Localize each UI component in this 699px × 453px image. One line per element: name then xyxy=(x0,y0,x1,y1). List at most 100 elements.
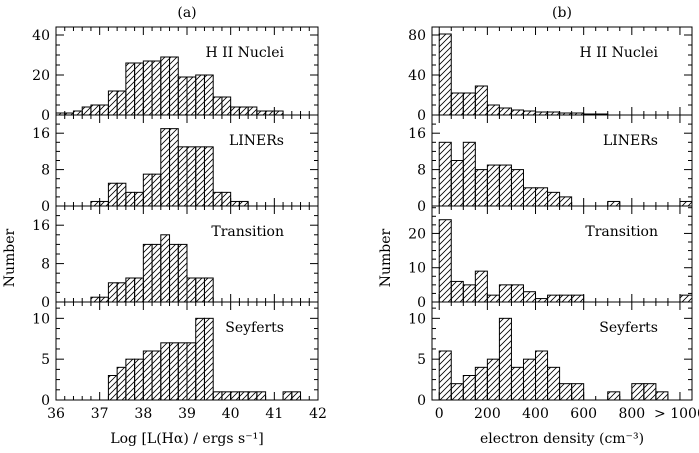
y-tick-label: 0 xyxy=(417,393,426,409)
histogram-bar xyxy=(134,62,144,116)
histogram-bar xyxy=(212,391,223,401)
histogram-bar xyxy=(559,383,573,401)
histogram-bar xyxy=(559,196,573,207)
histogram-bar xyxy=(498,317,512,401)
histogram-bar xyxy=(559,294,573,303)
histogram-bar xyxy=(116,366,127,401)
y-tick-label: 5 xyxy=(41,352,50,368)
histogram-bar xyxy=(498,284,512,303)
x-tick-label: 0 xyxy=(435,406,444,422)
subplot-label: Transition xyxy=(211,224,284,240)
subplot-b-transition: 0 10 20 Transition xyxy=(408,205,693,311)
histogram-bar xyxy=(151,173,162,207)
histogram-bar xyxy=(186,76,197,116)
histogram-bar xyxy=(474,169,488,207)
subplot-label: LINERs xyxy=(603,133,658,149)
histogram-bar xyxy=(256,110,267,116)
histogram-bar xyxy=(221,191,232,207)
histogram-bar xyxy=(510,366,524,401)
y-axis-label: Number xyxy=(378,228,394,287)
histogram-bar xyxy=(230,200,240,207)
subplot-b-seyferts: 0 5 10 Seyferts xyxy=(408,301,693,409)
histogram-bar xyxy=(510,169,524,207)
histogram-bar xyxy=(247,391,258,401)
subplot-a-liners: 0 8 16 LINERs xyxy=(32,114,319,215)
histogram-bar xyxy=(160,128,171,207)
histogram-bar xyxy=(238,200,249,207)
y-tick-label: 0 xyxy=(41,108,50,124)
y-tick-label: 16 xyxy=(408,126,426,142)
histogram-bar xyxy=(522,291,537,303)
histogram-bar xyxy=(510,284,524,303)
histogram-bar xyxy=(498,164,512,207)
histogram-bar xyxy=(535,187,549,207)
histogram-bar xyxy=(195,277,205,303)
histogram-bar xyxy=(571,294,585,303)
histogram-bar xyxy=(462,375,476,401)
histogram-bar xyxy=(522,110,537,116)
panel-title-a: (a) xyxy=(177,5,196,21)
histogram-bar xyxy=(203,277,214,303)
y-tick-label: 0 xyxy=(41,393,50,409)
histogram-bar xyxy=(169,243,179,303)
histogram-bar xyxy=(72,110,83,116)
histogram-bar xyxy=(151,60,162,116)
y-tick-label: 0 xyxy=(417,295,426,311)
panel-a-luminosity: (a) 0 20 40 H II Nuclei 0 8 16 LINERs 0 8 16 Transit… xyxy=(2,5,327,447)
histogram-bar xyxy=(195,317,205,401)
histogram-bar xyxy=(510,109,524,116)
histogram-bar xyxy=(107,282,118,303)
histogram-bar xyxy=(438,141,452,207)
histogram-bar xyxy=(177,76,188,116)
histogram-bar xyxy=(177,342,188,401)
x-tick-label: 800 xyxy=(618,406,645,422)
x-tick-label: 41 xyxy=(265,406,283,422)
histogram-bar xyxy=(203,74,214,116)
histogram-bar xyxy=(571,383,585,401)
histogram-bar xyxy=(134,277,144,303)
histogram-bar xyxy=(107,182,118,207)
histogram-bar xyxy=(142,243,153,303)
histogram-bar xyxy=(547,294,561,303)
subplot-a-transition: 0 8 16 Transition xyxy=(32,205,319,311)
subplot-label: Seyferts xyxy=(599,320,658,336)
histogram-bar xyxy=(99,296,109,303)
x-tick-label: 200 xyxy=(474,406,501,422)
y-tick-label: 16 xyxy=(32,126,50,142)
subplot-label: Seyferts xyxy=(225,320,284,336)
histogram-bar xyxy=(169,56,179,116)
y-tick-label: 8 xyxy=(41,257,50,273)
histogram-bar xyxy=(134,358,144,401)
histogram-bar xyxy=(151,350,162,401)
histogram-bar xyxy=(450,160,464,207)
x-tick-label: > 1000 xyxy=(654,406,699,422)
histogram-bar xyxy=(125,191,136,207)
y-tick-label: 0 xyxy=(417,199,426,215)
histogram-bar xyxy=(107,90,118,116)
panel-title-b: (b) xyxy=(552,5,572,21)
histogram-bar xyxy=(498,107,512,116)
histogram-bar xyxy=(125,62,136,116)
histogram-bar xyxy=(291,391,302,401)
histogram-bar xyxy=(221,391,232,401)
histogram-bar xyxy=(486,104,500,116)
histogram-bar xyxy=(160,342,171,401)
histogram-bar xyxy=(90,296,101,303)
histogram-bar xyxy=(438,33,452,116)
histogram-bar xyxy=(134,191,144,207)
y-tick-label: 16 xyxy=(32,218,50,234)
histogram-bar xyxy=(282,391,293,401)
histogram-bar xyxy=(450,280,464,303)
histogram-bar xyxy=(238,106,249,116)
histogram-bar xyxy=(221,96,232,116)
histogram-bar xyxy=(655,391,669,401)
histogram-bar xyxy=(474,85,488,116)
histogram-bar xyxy=(203,317,214,401)
histogram-bar xyxy=(90,200,101,207)
y-tick-label: 80 xyxy=(408,28,426,44)
histogram-bar xyxy=(177,243,188,303)
histogram-bar xyxy=(256,391,267,401)
histogram-bar xyxy=(631,383,645,401)
